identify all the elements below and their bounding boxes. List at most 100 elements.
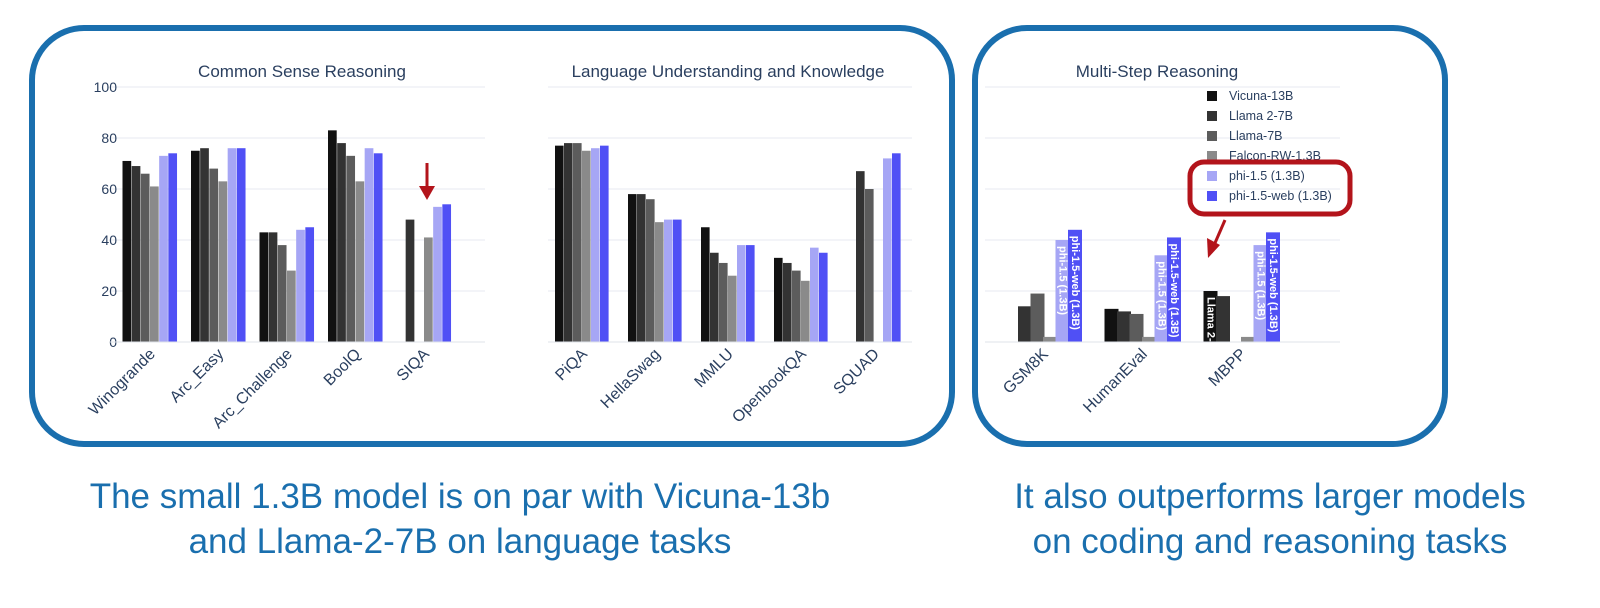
bar-piqa-llama-7b <box>573 143 582 342</box>
bar-openbookqa-phi-1-5-web-1-3b <box>819 252 828 342</box>
legend-entry: phi-1.5 (1.3B) <box>1229 169 1305 183</box>
x-tick-label: Winogrande <box>86 346 159 419</box>
bar-arc-easy-falcon-rw-1-3b <box>218 181 228 342</box>
bar-siqa-llama-2-7b <box>405 219 415 342</box>
bar-data-label: phi-1.5 (1.3B) <box>1255 251 1267 320</box>
bar-winogrande-vicuna-13b <box>122 160 132 342</box>
bar-boolq-llama-2-7b <box>337 143 346 342</box>
x-tick-label: HellaSwag <box>598 346 664 412</box>
bar-data-label: phi-1.5-web (1.3B) <box>1267 238 1279 332</box>
bar-squad-llama-2-7b <box>856 171 865 342</box>
bar-hellaswag-phi-1-5-1-3b <box>664 219 673 342</box>
bar-hellaswag-llama-2-7b <box>637 194 646 342</box>
bar-winogrande-phi-1-5-1-3b <box>159 155 168 342</box>
caption-left-line-2: and Llama-2-7B on language tasks <box>188 522 732 561</box>
bar-piqa-phi-1-5-1-3b <box>591 148 600 342</box>
bar-boolq-phi-1-5-1-3b <box>364 148 374 342</box>
bar-humaneval-phi-1-5-1-3b <box>1154 255 1169 342</box>
highlight-arrow-head-icon <box>1207 238 1220 258</box>
bar-gsm8k-phi-1-5-1-3b <box>1055 240 1070 342</box>
y-tick-label: 20 <box>101 283 117 299</box>
bar-squad-phi-1-5-web-1-3b <box>892 153 901 342</box>
bar-hellaswag-llama-7b <box>646 199 655 342</box>
bar-boolq-vicuna-13b <box>328 130 337 342</box>
bar-hellaswag-vicuna-13b <box>628 194 637 342</box>
bar-arc-easy-llama-7b <box>209 168 219 342</box>
bar-siqa-falcon-rw-1-3b <box>424 237 433 342</box>
x-tick-label: PiQA <box>552 346 591 385</box>
bar-boolq-llama-7b <box>346 155 356 342</box>
bar-siqa-phi-1-5-1-3b <box>433 206 442 342</box>
bar-data-label: phi-1.5-web (1.3B) <box>1168 243 1180 337</box>
bar-winogrande-llama-2-7b <box>131 166 141 342</box>
bar-arc-challenge-llama-2-7b <box>268 232 278 342</box>
bar-boolq-falcon-rw-1-3b <box>355 181 365 342</box>
legend-swatch <box>1207 191 1217 201</box>
legend-entry: Llama-7B <box>1229 129 1283 143</box>
bar-piqa-phi-1-5-web-1-3b <box>600 145 609 342</box>
bar-arc-challenge-phi-1-5-web-1-3b <box>305 227 315 342</box>
y-tick-label: 100 <box>94 79 118 95</box>
bar-winogrande-llama-7b <box>140 173 150 342</box>
chart-title: Common Sense Reasoning <box>198 62 406 81</box>
bar-mmlu-llama-2-7b <box>710 252 719 342</box>
bar-piqa-vicuna-13b <box>555 145 564 342</box>
right-panel-frame <box>972 25 1448 447</box>
bar-mbpp-vicuna-13b <box>1203 291 1218 342</box>
chart-title: Multi-Step Reasoning <box>1076 62 1239 81</box>
x-tick-label: SIQA <box>394 346 433 385</box>
bar-humaneval-phi-1-5-web-1-3b <box>1167 237 1181 342</box>
bar-winogrande-falcon-rw-1-3b <box>150 186 159 342</box>
caption-right-line-1: It also outperforms larger models <box>1014 477 1526 516</box>
legend-swatch <box>1207 111 1217 121</box>
bar-openbookqa-vicuna-13b <box>774 257 783 342</box>
legend-highlight-box <box>1187 159 1353 217</box>
bar-squad-llama-7b <box>865 189 874 342</box>
legend-entry: phi-1.5-web (1.3B) <box>1229 189 1332 203</box>
bar-mbpp-phi-1-5-1-3b <box>1253 245 1268 342</box>
caption-right-line-2: on coding and reasoning tasks <box>1032 522 1508 561</box>
bar-hellaswag-falcon-rw-1-3b <box>655 222 664 342</box>
bar-data-label: phi-1.5 (1.3B) <box>1057 246 1069 315</box>
x-tick-label: OpenbookQA <box>729 346 810 427</box>
bar-humaneval-falcon-rw-1-3b <box>1142 336 1156 342</box>
bar-arc-challenge-vicuna-13b <box>259 232 269 342</box>
caption-left-line-1: The small 1.3B model is on par with Vicu… <box>89 477 831 516</box>
bar-siqa-phi-1-5-web-1-3b <box>442 204 452 342</box>
bar-gsm8k-llama-2-7b <box>1018 306 1032 342</box>
bar-mmlu-phi-1-5-web-1-3b <box>746 245 755 342</box>
bar-humaneval-llama-2-7b <box>1117 311 1131 342</box>
bar-mbpp-falcon-rw-1-3b <box>1241 336 1255 342</box>
chart-2: Language Understanding and Knowledge PiQA… <box>548 62 912 426</box>
bar-mmlu-llama-7b <box>719 262 728 342</box>
y-tick-label: 60 <box>101 181 117 197</box>
legend-swatch <box>1207 151 1217 161</box>
bar-boolq-phi-1-5-web-1-3b <box>373 153 383 342</box>
caption-left: The small 1.3B model is on par with Vicu… <box>20 474 900 564</box>
left-panel-frame <box>29 25 955 447</box>
bar-openbookqa-falcon-rw-1-3b <box>801 280 810 342</box>
x-tick-label: MMLU <box>691 346 736 391</box>
highlight-arrow-shaft <box>1213 219 1227 244</box>
bar-mbpp-llama-2-7b <box>1216 296 1230 342</box>
bar-gsm8k-falcon-rw-1-3b <box>1043 336 1057 342</box>
bar-data-label: phi-1.5-web (1.3B) <box>1069 236 1081 330</box>
bar-humaneval-vicuna-13b <box>1104 308 1119 342</box>
bar-hellaswag-phi-1-5-web-1-3b <box>673 219 682 342</box>
legend-swatch <box>1207 91 1217 101</box>
bar-mmlu-phi-1-5-1-3b <box>737 245 746 342</box>
bar-openbookqa-llama-7b <box>792 270 801 342</box>
bar-arc-challenge-falcon-rw-1-3b <box>287 270 296 342</box>
caption-right: It also outperforms larger models on cod… <box>985 474 1555 564</box>
bar-arc-easy-phi-1-5-web-1-3b <box>236 148 246 342</box>
bar-data-label: Llama 2-7B <box>1205 297 1217 356</box>
bar-arc-challenge-phi-1-5-1-3b <box>296 229 305 342</box>
bar-arc-easy-phi-1-5-1-3b <box>227 148 237 342</box>
bar-piqa-falcon-rw-1-3b <box>582 150 591 342</box>
bar-mmlu-falcon-rw-1-3b <box>728 275 737 342</box>
bar-mbpp-phi-1-5-web-1-3b <box>1266 232 1280 342</box>
x-tick-label: Arc_Easy <box>167 346 227 406</box>
bar-mmlu-vicuna-13b <box>701 227 710 342</box>
